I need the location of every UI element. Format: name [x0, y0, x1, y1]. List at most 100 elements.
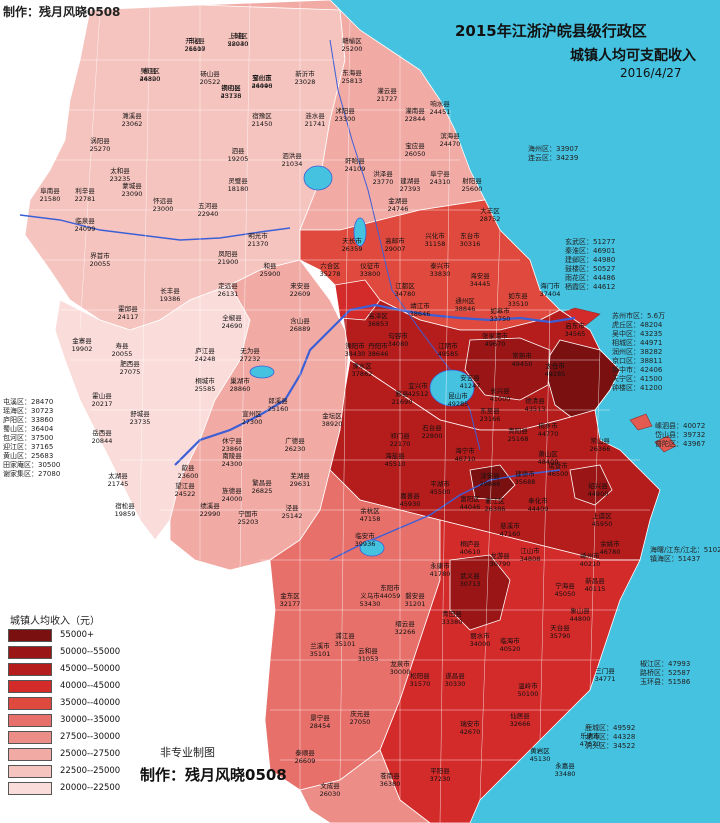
county-label: 灌云县 21727	[377, 87, 398, 103]
county-income-value: 19386	[159, 295, 181, 303]
county-name: 如皋市	[490, 307, 510, 315]
county-label: 泗洪县 21034	[282, 152, 303, 168]
county-income-value: 25160	[267, 405, 289, 413]
county-income-value: 38646	[409, 310, 431, 318]
legend-item: 40000--45000	[8, 679, 120, 693]
county-name: 天台县	[550, 624, 570, 632]
county-income-value: 22990	[199, 510, 221, 518]
county-label: 石台县 22800	[422, 424, 443, 440]
county-name: 邳州市	[252, 74, 272, 82]
county-income-value: 58930	[227, 40, 249, 48]
county-name: 缙云县	[395, 620, 415, 628]
county-name: 青田县	[442, 610, 462, 618]
county-name: 肥西县	[120, 360, 140, 368]
county-income-value: 41000	[489, 395, 511, 403]
county-income-value: 24099	[74, 225, 96, 233]
county-name: 界首市	[90, 252, 110, 260]
credit-bottom: 制作：残月风晓0508	[140, 766, 287, 784]
county-label: 盱眙县 24109	[345, 157, 366, 173]
county-income-value: 45950	[591, 520, 613, 528]
side-list-entry: 建邺区：44980	[565, 256, 616, 264]
county-label: 三门县 34771	[595, 667, 616, 683]
county-income-value: 25200	[341, 45, 363, 53]
county-label: 泗县 19205	[228, 147, 249, 163]
county-label: 开化县 26617	[185, 37, 206, 53]
county-name: 金东区	[280, 592, 300, 600]
county-label: 新沂市 23028	[295, 70, 316, 86]
county-label: 六合区 35278	[320, 262, 341, 278]
county-name: 黄岩区	[530, 747, 550, 755]
county-income-value: 37862	[351, 370, 373, 378]
county-label: 吴江区 46320	[140, 67, 161, 83]
county-name: 平阳县	[430, 767, 450, 775]
county-name: 金寨县	[72, 337, 92, 345]
county-name: 温岭市	[518, 682, 538, 690]
county-income-value: 28752	[479, 215, 501, 223]
county-name: 歙县	[181, 464, 195, 472]
county-name: 衢江区	[485, 497, 505, 505]
county-label: 岳西县 20844	[92, 429, 113, 445]
county-label: 长丰县 19386	[160, 287, 181, 303]
county-income-value: 20055	[111, 350, 133, 358]
county-label: 永康市 41780	[430, 562, 451, 578]
county-name: 青阳县	[508, 427, 528, 435]
county-name: 江山市	[520, 547, 540, 555]
county-label: 磐安县 31201	[405, 592, 426, 608]
county-name: 濉溪县	[122, 112, 142, 120]
legend-swatch	[8, 645, 52, 659]
county-label: 乐清市 47670	[580, 732, 601, 748]
county-income-value: 24451	[429, 108, 451, 116]
county-income-value: 21727	[376, 95, 398, 103]
county-label: 诸暨市 46500	[548, 462, 569, 478]
side-list-entry: 迎江区：37165	[3, 443, 54, 451]
county-name: 松阳县	[410, 672, 430, 680]
county-name: 高淳区	[368, 312, 388, 320]
side-list-entry: 黄山区：25683	[3, 452, 54, 460]
county-label: 富阳区 44046	[460, 495, 481, 511]
side-list-hefei: 屯溪区：28470 瑶海区：30723 庐阳区：33860 蜀山区：36404 包河区：…	[3, 398, 60, 479]
county-income-value: 19859	[114, 510, 136, 518]
county-income-value: 46780	[599, 548, 621, 556]
county-label: 靖江市 38646	[410, 302, 431, 318]
legend-item: 22500--25000	[8, 764, 120, 778]
county-income-value: 35101	[334, 640, 356, 648]
county-label: 昆山市 49285	[448, 392, 469, 408]
county-label: 洪泽县 23770	[373, 170, 394, 186]
county-income-value: 30316	[459, 240, 481, 248]
county-label: 歙县 23600	[178, 464, 199, 480]
side-list-entry: 扬中市：42406	[612, 366, 663, 374]
county-income-value: 22800	[421, 432, 443, 440]
county-label: 来安县 22609	[290, 282, 311, 298]
county-name: 建德市	[515, 470, 535, 478]
county-income-value: 23090	[121, 190, 143, 198]
county-income-value: 44900	[587, 490, 609, 498]
county-income-value: 33380	[441, 618, 463, 626]
county-name: 望江县	[175, 482, 195, 490]
county-name: 庆元县	[350, 710, 370, 718]
county-name: 靖江市	[410, 302, 430, 310]
county-label: 丹阳市 38646	[368, 342, 389, 358]
county-income-value: 21741	[304, 120, 326, 128]
county-label: 天台县 35790	[550, 624, 571, 640]
county-name: 通州区	[455, 297, 475, 305]
county-income-value: 21690	[391, 398, 413, 406]
zhejiang-south-region	[299, 749, 431, 823]
county-income-value: 35278	[319, 270, 341, 278]
county-income-value: 33510	[507, 300, 529, 308]
side-list-entry: 秦淮区：46901	[565, 247, 616, 255]
legend-swatch	[8, 764, 52, 778]
side-list-entry: 岱山县：39732	[655, 431, 706, 439]
county-label: 铜山区 25776	[221, 84, 242, 100]
legend-label: 50000--55000	[60, 647, 121, 657]
county-label: 泾县 25142	[282, 504, 303, 520]
county-income-value: 45050	[554, 590, 576, 598]
county-label: 界首市 20055	[90, 252, 111, 268]
county-name: 龙游县	[490, 552, 510, 560]
county-income-value: 41247	[459, 382, 481, 390]
county-name: 嘉善县	[400, 492, 420, 500]
county-income-value: 40520	[499, 645, 521, 653]
side-list-entry: 路桥区：52587	[640, 669, 691, 677]
map-date: 2016/4/27	[620, 66, 682, 80]
county-income-value: 21034	[281, 160, 303, 168]
county-name: 五河县	[198, 202, 218, 210]
